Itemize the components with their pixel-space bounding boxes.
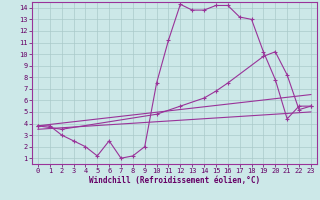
X-axis label: Windchill (Refroidissement éolien,°C): Windchill (Refroidissement éolien,°C) bbox=[89, 176, 260, 185]
